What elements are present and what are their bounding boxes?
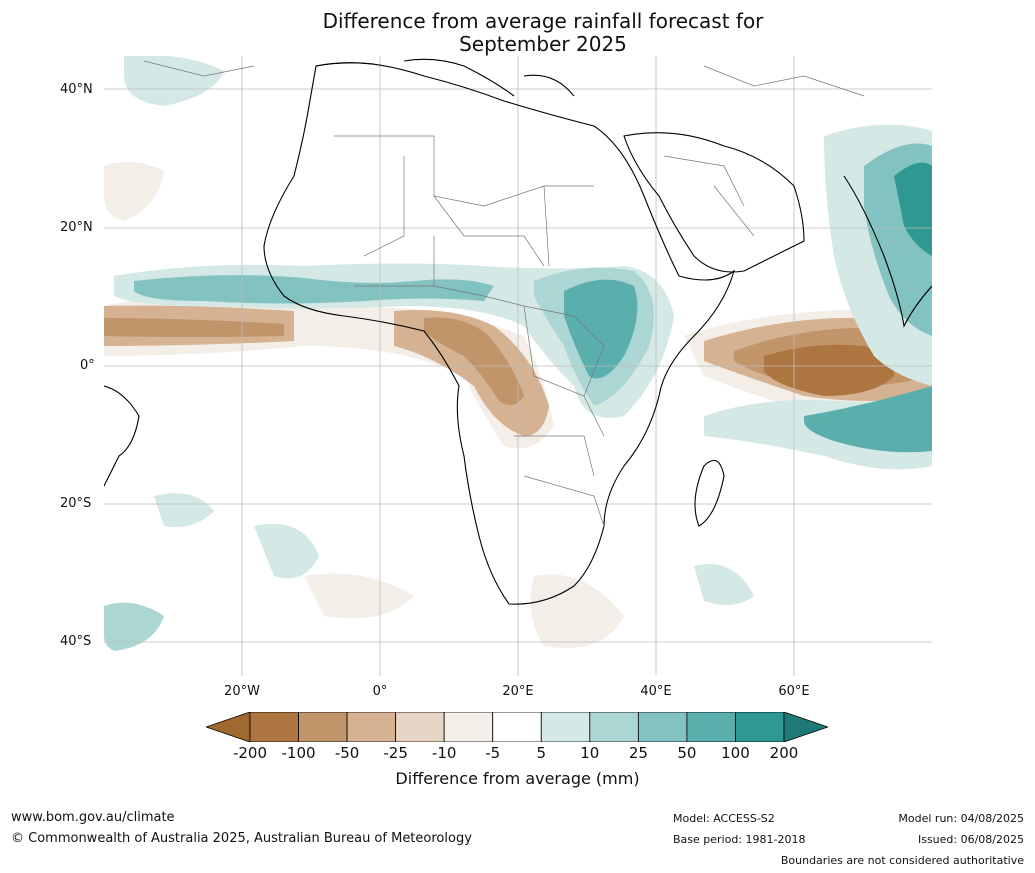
colorbar-swatch xyxy=(492,712,542,742)
map-title-line1: Difference from average rainfall forecas… xyxy=(322,9,764,33)
colorbar-tick-label: -5 xyxy=(485,744,501,762)
footer-model-run: Model run: 04/08/2025 xyxy=(898,812,1024,825)
colorbar-swatch xyxy=(395,712,445,742)
colorbar-swatch xyxy=(540,712,591,742)
colorbar-swatch xyxy=(637,712,688,742)
footer-copyright: © Commonwealth of Australia 2025, Austra… xyxy=(11,831,472,846)
lon-label-20w: 20°W xyxy=(224,684,260,699)
footer-model: Model: ACCESS-S2 xyxy=(673,812,775,825)
colorbar-swatch xyxy=(735,712,785,742)
colorbar-arrow-low xyxy=(206,712,251,742)
rainfall-map xyxy=(104,56,932,676)
colorbar-tick-label: -50 xyxy=(334,744,360,762)
colorbar-swatch xyxy=(589,712,639,742)
map-title-line2: September 2025 xyxy=(459,32,627,56)
colorbar-swatch xyxy=(249,712,299,742)
colorbar-swatch xyxy=(346,712,397,742)
map-svg xyxy=(104,56,932,676)
lat-label-20s: 20°S xyxy=(60,496,92,511)
colorbar-tick-label: 5 xyxy=(536,744,547,762)
colorbar-tick-label: 50 xyxy=(677,744,697,762)
map-title: Difference from average rainfall forecas… xyxy=(0,10,1035,56)
footer-disclaimer: Boundaries are not considered authoritat… xyxy=(780,854,1024,867)
footer-issued: Issued: 06/08/2025 xyxy=(917,833,1024,846)
lat-label-20n: 20°N xyxy=(60,220,93,235)
graticule xyxy=(104,56,932,676)
colorbar-arrow-high xyxy=(783,712,828,742)
lon-label-60e: 60°E xyxy=(778,684,810,699)
footer-website[interactable]: www.bom.gov.au/climate xyxy=(11,810,175,825)
lon-label-40e: 40°E xyxy=(640,684,672,699)
colorbar-label: Difference from average (mm) xyxy=(395,769,640,788)
coastlines xyxy=(104,58,932,605)
lat-label-40s: 40°S xyxy=(60,634,92,649)
colorbar-tick-label: 25 xyxy=(628,744,648,762)
lat-label-40n: 40°N xyxy=(60,82,93,97)
lat-label-0: 0° xyxy=(80,358,95,373)
colorbar-tick-label: -200 xyxy=(232,744,268,762)
colorbar-tick-label: 200 xyxy=(769,744,799,762)
colorbar-tick-label: 100 xyxy=(721,744,750,762)
colorbar-tick-label: -25 xyxy=(383,744,408,762)
colorbar-swatch xyxy=(298,712,348,742)
footer-base-period: Base period: 1981-2018 xyxy=(673,833,806,846)
colorbar-tick-label: 10 xyxy=(580,744,600,762)
lon-label-20e: 20°E xyxy=(502,684,534,699)
lon-label-0: 0° xyxy=(372,684,388,699)
anomaly-fills xyxy=(104,56,932,651)
colorbar-swatch xyxy=(443,712,494,742)
country-borders xyxy=(143,60,865,527)
colorbar-swatch xyxy=(686,712,736,742)
colorbar-tick-label: -100 xyxy=(281,744,316,762)
colorbar-tick-label: -10 xyxy=(431,744,457,762)
colorbar xyxy=(206,712,828,742)
